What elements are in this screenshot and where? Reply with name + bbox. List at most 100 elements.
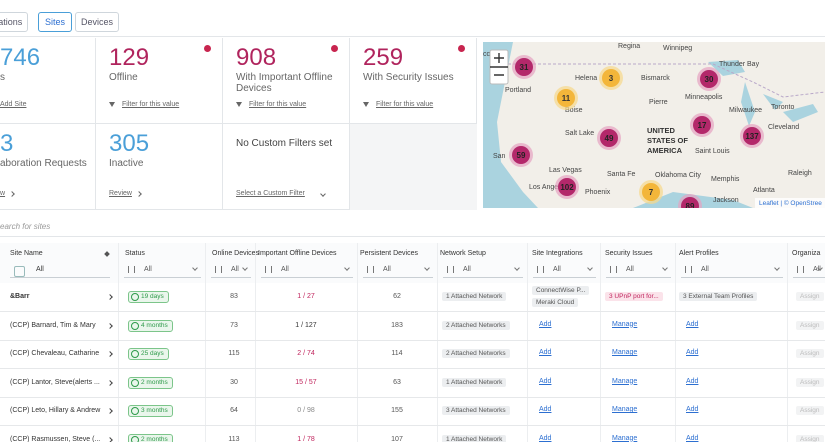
tab[interactable]: Devices — [75, 12, 119, 32]
column-header[interactable]: Site Name — [10, 250, 43, 257]
site-integration[interactable]: Add — [539, 349, 552, 356]
filter-text[interactable]: All — [144, 266, 152, 273]
dropdown-arrow[interactable] — [514, 265, 520, 271]
assign-button[interactable]: Assign — [796, 320, 824, 330]
card-action[interactable]: Review — [109, 190, 132, 197]
filter-text[interactable]: All — [626, 266, 634, 273]
site-name[interactable]: (CCP) Barnard, Tim & Mary — [10, 321, 96, 329]
column-header[interactable]: Persistent Devices — [360, 250, 418, 257]
filter-select[interactable]: All — [533, 263, 596, 278]
sort-icon[interactable] — [367, 266, 374, 273]
card-value: 3 — [0, 130, 14, 157]
column-header[interactable]: Organiza — [792, 250, 821, 257]
filter-select[interactable]: All — [363, 263, 433, 278]
column-header[interactable]: Security Issues — [605, 250, 653, 257]
alert-profiles[interactable]: Add — [686, 377, 699, 385]
column-header[interactable]: Site Integrations — [532, 250, 583, 257]
row-divider — [0, 311, 825, 312]
security-issues[interactable]: Manage — [612, 377, 638, 385]
column-header[interactable]: Important Offline Devices — [258, 250, 337, 257]
cluster-count: 59 — [517, 151, 526, 160]
filter-text[interactable]: All — [701, 266, 709, 273]
dropdown-arrow[interactable] — [344, 265, 350, 271]
map-label: Santa Fe — [607, 171, 636, 178]
dropdown-arrow[interactable] — [774, 265, 780, 271]
site-integration[interactable]: Add — [539, 320, 552, 328]
dropdown-arrow[interactable] — [587, 265, 593, 271]
filter-text[interactable]: All — [231, 266, 239, 273]
filter-select[interactable]: All — [606, 263, 671, 278]
sort-icon[interactable] — [610, 266, 617, 273]
card-action[interactable]: Filter for this value — [122, 101, 180, 108]
dropdown-arrow[interactable] — [662, 265, 668, 271]
assign-button[interactable]: Assign — [796, 406, 824, 415]
sort-icon[interactable] — [685, 266, 692, 273]
sort-icon[interactable] — [215, 266, 222, 273]
sort-icon[interactable] — [265, 266, 272, 273]
map[interactable]: couverReginaWinnipegThunder BayPortlandH… — [483, 42, 825, 208]
assign-button[interactable]: Assign — [796, 292, 824, 301]
card-action[interactable]: w — [0, 190, 6, 197]
site-integration[interactable]: Meraki Cloud — [532, 298, 579, 307]
dropdown-arrow[interactable] — [242, 265, 248, 271]
site-name[interactable]: (CCP) Chevaleau, Catharine — [10, 350, 100, 357]
cluster-count: 11 — [562, 94, 571, 103]
filter-select[interactable]: All — [793, 263, 825, 278]
alert-profiles[interactable]: Add — [686, 406, 699, 413]
card-action[interactable]: Filter for this value — [249, 101, 307, 108]
card-action[interactable]: Select a Custom Filter — [236, 190, 305, 197]
site-name[interactable]: &Barr — [10, 293, 30, 300]
site-name[interactable]: (CCP) Leto, Hillary & Andrew — [10, 407, 101, 414]
filter-select[interactable]: All — [443, 263, 523, 278]
site-integration[interactable]: Add — [539, 377, 552, 385]
dropdown-arrow[interactable] — [192, 265, 198, 271]
site-filter[interactable] — [10, 263, 110, 278]
search-input[interactable]: earch for sites — [0, 222, 51, 231]
site-integration[interactable]: Add — [539, 434, 552, 442]
alert-profiles[interactable]: 3 External Team Profiles — [679, 292, 758, 301]
assign-button[interactable]: Assign — [796, 349, 824, 358]
sort-icon[interactable] — [537, 266, 544, 273]
filter-select[interactable]: All — [681, 263, 783, 278]
clock-icon — [131, 293, 139, 301]
filter-text[interactable]: All — [281, 266, 289, 273]
dropdown-arrow[interactable] — [424, 265, 430, 271]
cluster — [681, 197, 699, 208]
column-header[interactable]: Network Setup — [440, 250, 486, 257]
tab[interactable]: Sites — [38, 12, 72, 32]
sort-icon[interactable] — [128, 266, 135, 273]
security-issues[interactable]: Manage — [612, 320, 638, 328]
filter-text[interactable]: All — [383, 266, 391, 273]
site-name[interactable]: (CCP) Rasmussen, Steve (... — [10, 435, 101, 442]
map-label: Minneapolis — [685, 94, 723, 101]
cluster-count: 49 — [605, 134, 614, 143]
column-header[interactable]: Online Devices — [212, 250, 260, 257]
alert-profiles[interactable]: Add — [686, 434, 699, 442]
filter-select[interactable]: All — [211, 263, 251, 278]
sort-icon[interactable] — [797, 266, 804, 273]
alert-profiles[interactable]: Add — [686, 320, 699, 328]
site-integration[interactable]: ConnectWise P... — [532, 286, 590, 295]
card-action[interactable]: Add Site — [0, 101, 27, 108]
sort-icon[interactable] — [447, 266, 454, 273]
filter-text[interactable]: All — [553, 266, 561, 273]
filter-text[interactable]: All — [813, 266, 821, 273]
column-header[interactable]: Alert Profiles — [679, 250, 719, 257]
filter-select[interactable]: All — [124, 263, 201, 278]
tab[interactable]: izations — [0, 12, 28, 32]
security-issues[interactable]: 3 UPnP port for... — [605, 292, 663, 301]
assign-button[interactable]: Assign — [796, 377, 824, 387]
security-issues[interactable]: Manage — [612, 349, 638, 356]
card-action[interactable]: Filter for this value — [376, 101, 434, 108]
alert-profiles[interactable]: Add — [686, 349, 699, 356]
filter-text[interactable]: All — [36, 266, 44, 273]
security-issues[interactable]: Manage — [612, 406, 638, 413]
site-name[interactable]: (CCP) Lantor, Steve(alerts ... — [10, 378, 100, 386]
filter-text[interactable]: All — [463, 266, 471, 273]
security-issues[interactable]: Manage — [612, 434, 638, 442]
filter-select[interactable]: All — [261, 263, 353, 278]
site-integration[interactable]: Add — [539, 406, 552, 413]
row-divider — [0, 368, 825, 369]
assign-button[interactable]: Assign — [796, 434, 824, 442]
column-header[interactable]: Status — [125, 250, 145, 257]
